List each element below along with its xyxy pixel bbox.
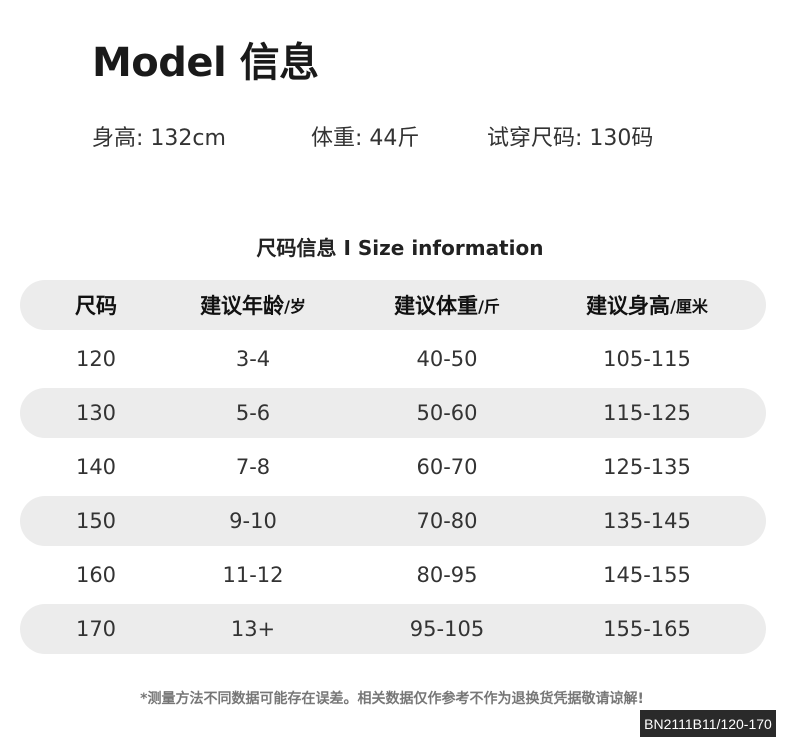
table-cell: 7-8: [235, 455, 271, 479]
table-row: 130 5-6 50-60 115-125: [20, 388, 766, 438]
table-cell: 150: [75, 509, 117, 533]
table-title: 尺码信息 I Size information: [256, 236, 544, 260]
product-code-badge: BN2111B11/120-170: [640, 710, 776, 737]
header-cell: 建议体重/斤: [347, 280, 547, 330]
table-cell: 155-165: [603, 617, 691, 641]
header-unit: /岁: [284, 297, 306, 316]
table-row: 160 11-12 80-95 145-155: [20, 550, 766, 600]
header-label: 建议身高: [586, 294, 671, 318]
table-cell: 80-95: [416, 563, 478, 587]
table-cell: 50-60: [416, 401, 478, 425]
model-size: 试穿尺码: 130码: [487, 126, 654, 151]
header-cell: 建议身高/厘米: [547, 280, 747, 330]
table-cell: 11-12: [222, 563, 284, 587]
table-header-row: 尺码 建议年龄/岁 建议体重/斤 建议身高/厘米: [20, 280, 766, 330]
header-label: 建议体重: [394, 294, 479, 318]
table-cell: 105-115: [603, 347, 691, 371]
table-row: 120 3-4 40-50 105-115: [20, 334, 766, 384]
disclaimer-note: *测量方法不同数据可能存在误差。相关数据仅作参考不作为退换货凭据敬请谅解!: [140, 691, 644, 707]
header-unit: /斤: [478, 297, 500, 316]
table-cell: 140: [75, 455, 117, 479]
table-cell: 70-80: [416, 509, 478, 533]
table-cell: 5-6: [235, 401, 271, 425]
table-row: 170 13+ 95-105 155-165: [20, 604, 766, 654]
table-cell: 95-105: [409, 617, 485, 641]
header-label: 尺码: [75, 294, 117, 318]
header-label: 建议年龄: [200, 294, 285, 318]
model-height: 身高: 132cm: [92, 126, 226, 151]
table-cell: 9-10: [229, 509, 277, 533]
header-unit: /厘米: [670, 297, 708, 316]
table-cell: 125-135: [603, 455, 691, 479]
table-cell: 130: [75, 401, 117, 425]
model-weight: 体重: 44斤: [311, 126, 420, 151]
table-cell: 60-70: [416, 455, 478, 479]
header-cell: 尺码: [0, 280, 196, 330]
header-cell: 建议年龄/岁: [153, 280, 353, 330]
table-cell: 160: [75, 563, 117, 587]
table-cell: 13+: [230, 617, 276, 641]
table-row: 150 9-10 70-80 135-145: [20, 496, 766, 546]
table-cell: 40-50: [416, 347, 478, 371]
table-cell: 3-4: [235, 347, 271, 371]
table-cell: 170: [75, 617, 117, 641]
table-cell: 115-125: [603, 401, 691, 425]
table-row: 140 7-8 60-70 125-135: [20, 442, 766, 492]
table-cell: 145-155: [603, 563, 691, 587]
page-title: Model 信息: [92, 40, 319, 86]
table-cell: 135-145: [603, 509, 691, 533]
table-cell: 120: [75, 347, 117, 371]
